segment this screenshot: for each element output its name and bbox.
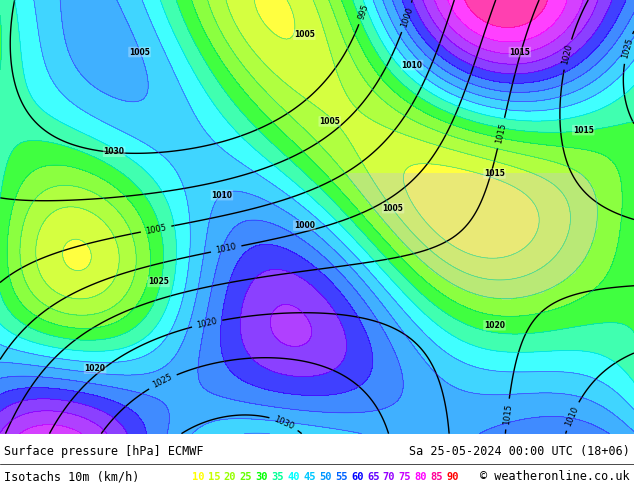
Text: 40: 40 [287, 472, 300, 482]
Text: 1020: 1020 [84, 364, 106, 373]
Text: 50: 50 [319, 472, 332, 482]
Text: 1025: 1025 [148, 277, 169, 286]
Text: 1010: 1010 [215, 243, 237, 255]
Text: 75: 75 [399, 472, 411, 482]
Text: 1000: 1000 [399, 6, 415, 29]
Text: 55: 55 [335, 472, 347, 482]
Text: 1025: 1025 [152, 372, 174, 390]
Text: 1010: 1010 [401, 61, 423, 70]
Text: 80: 80 [415, 472, 427, 482]
Text: 10: 10 [192, 472, 205, 482]
Text: 90: 90 [446, 472, 459, 482]
Text: 1015: 1015 [510, 48, 530, 56]
Text: Surface pressure [hPa] ECMWF: Surface pressure [hPa] ECMWF [4, 444, 204, 458]
Text: 35: 35 [271, 472, 284, 482]
Text: 1015: 1015 [501, 403, 513, 425]
Text: 1030: 1030 [273, 415, 295, 431]
Text: 1020: 1020 [196, 317, 218, 330]
Text: 85: 85 [430, 472, 443, 482]
Text: 1005: 1005 [129, 48, 150, 56]
Text: 1000: 1000 [294, 221, 315, 230]
Text: 1015: 1015 [573, 125, 593, 135]
Text: 1005: 1005 [294, 30, 314, 39]
Text: 25: 25 [240, 472, 252, 482]
Text: 1015: 1015 [495, 122, 508, 144]
Text: 60: 60 [351, 472, 363, 482]
Text: 30: 30 [256, 472, 268, 482]
Text: 995: 995 [356, 3, 370, 21]
Text: 1005: 1005 [383, 204, 403, 213]
Text: 1025: 1025 [621, 37, 634, 60]
Text: 15: 15 [208, 472, 221, 482]
Text: 45: 45 [303, 472, 316, 482]
Text: 1020: 1020 [484, 321, 505, 330]
Text: 1015: 1015 [484, 169, 505, 178]
Text: 1020: 1020 [560, 43, 574, 66]
Text: 1010: 1010 [564, 405, 580, 428]
Text: Sa 25-05-2024 00:00 UTC (18+06): Sa 25-05-2024 00:00 UTC (18+06) [409, 444, 630, 458]
Text: 70: 70 [383, 472, 396, 482]
Text: 1005: 1005 [145, 222, 167, 236]
Text: © weatheronline.co.uk: © weatheronline.co.uk [481, 470, 630, 483]
Text: 1010: 1010 [211, 191, 233, 199]
Text: 1030: 1030 [103, 147, 125, 156]
Text: 1005: 1005 [320, 117, 340, 126]
Text: 65: 65 [367, 472, 379, 482]
Text: Isotachs 10m (km/h): Isotachs 10m (km/h) [4, 470, 139, 483]
Text: 20: 20 [224, 472, 236, 482]
